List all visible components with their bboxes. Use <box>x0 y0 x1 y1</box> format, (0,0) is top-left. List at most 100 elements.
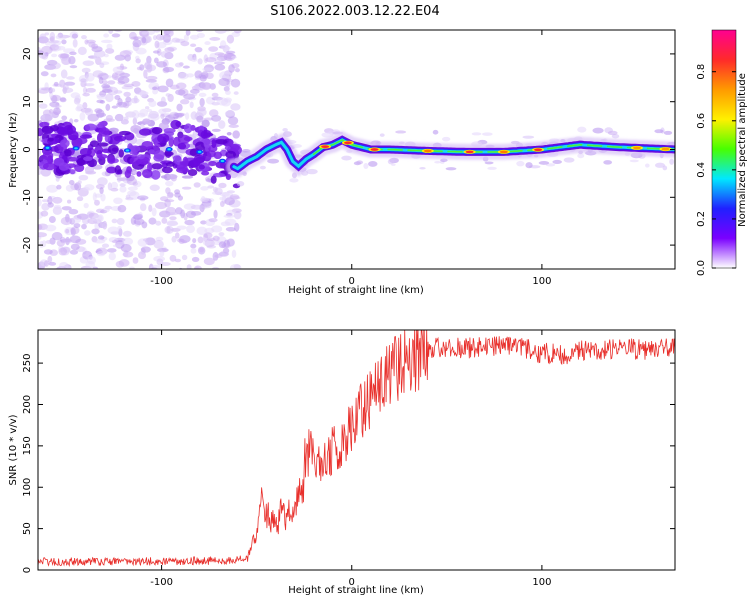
spectrogram-noise-blob <box>52 196 63 204</box>
spectrogram-y-axis-label: Frequency (Hz) <box>8 112 19 188</box>
spectrogram-heatmap <box>38 30 675 277</box>
spectrogram-noise-blob <box>132 117 138 126</box>
spectrogram-dense-blob <box>138 128 152 136</box>
spectrogram-noise-blob <box>85 87 96 93</box>
spectrogram-noise-blob <box>105 48 115 54</box>
spectrogram-noise-blob <box>181 254 188 261</box>
spectrogram-dense-blob <box>203 138 212 149</box>
spectrogram-noise-blob <box>226 34 235 44</box>
spectrogram-dense-blob <box>147 162 153 172</box>
spectrogram-noise-blob <box>175 82 187 90</box>
spectrogram-noise-blob <box>132 257 139 264</box>
spectrogram-noise-blob <box>151 207 157 217</box>
spectrogram-noise-blob <box>82 102 88 110</box>
spectrogram-noise-blob <box>39 33 47 43</box>
spectrogram-noise-blob <box>59 97 67 103</box>
spectrogram-y-tick-label: 0 <box>22 146 33 152</box>
spectrogram-noise-blob <box>101 243 110 248</box>
spectrogram-dense-blob <box>206 150 217 158</box>
spectrogram-x-axis-label: Height of straight line (km) <box>288 285 424 296</box>
spectrogram-noise-blob <box>166 173 178 180</box>
snr-panel: -100 0 100 0 50 100 150 200 250 Height of strai… <box>8 329 676 596</box>
spectrogram-y-tick-label: -10 <box>22 189 33 205</box>
spectrogram-noise-blob <box>125 194 131 200</box>
spectrogram-noise-blob <box>223 214 236 218</box>
spectrogram-faint-blob <box>669 158 675 165</box>
spectrogram-noise-blob <box>151 86 158 91</box>
spectrogram-dense-blob <box>59 139 70 148</box>
spectrogram-noise-blob <box>189 34 200 40</box>
spectrogram-noise-blob <box>84 165 95 174</box>
spectrogram-faint-blob <box>471 132 482 136</box>
spectrogram-noise-blob <box>142 118 151 125</box>
spectrogram-dense-blob <box>213 172 225 178</box>
spectrogram-noise-blob <box>123 91 131 97</box>
spectrogram-noise-blob <box>97 177 108 186</box>
spectrogram-y-tick-label: 10 <box>22 95 33 108</box>
spectrogram-noise-blob <box>44 260 50 267</box>
spectrogram-noise-blob <box>230 78 241 88</box>
spectrogram-noise-blob <box>224 110 236 117</box>
snr-y-tick-label: 150 <box>22 436 33 455</box>
spectrogram-noise-blob <box>205 72 214 80</box>
spectrogram-dense-blob <box>107 144 119 155</box>
colorbar-tick-label: 0.6 <box>696 113 707 129</box>
spectrogram-noise-blob <box>53 268 59 269</box>
spectrogram-noise-blob <box>229 194 240 200</box>
spectrogram-noise-blob <box>200 197 210 203</box>
spectrogram-dense-blob <box>113 135 127 142</box>
spectrogram-noise-blob <box>130 216 137 225</box>
spectrogram-noise-blob <box>61 39 67 45</box>
spectrogram-noise-blob <box>110 181 119 190</box>
spectrogram-noise-blob <box>233 91 239 95</box>
spectrogram-noise-blob <box>81 216 90 225</box>
spectrogram-noise-blob <box>107 80 116 85</box>
spectrogram-noise-blob <box>99 100 105 104</box>
spectrogram-dense-blob <box>229 144 240 152</box>
spectrogram-faint-blob <box>282 127 288 132</box>
colorbar-tick-label: 0.0 <box>696 260 707 276</box>
spectrogram-dense-blob <box>118 149 125 158</box>
spectrogram-left-spot-core <box>45 146 50 150</box>
spectrogram-noise-blob <box>141 31 148 35</box>
spectrogram-noise-blob <box>185 210 196 219</box>
spectrogram-noise-blob <box>160 96 166 105</box>
spectrogram-dense-blob <box>58 162 70 171</box>
spectrogram-noise-blob <box>68 208 79 215</box>
spectrogram-noise-blob <box>199 97 205 107</box>
spectrogram-hot-spot <box>632 146 641 150</box>
spectrogram-noise-blob <box>165 180 174 187</box>
spectrogram-noise-blob <box>174 232 180 239</box>
spectrogram-noise-blob <box>156 248 169 253</box>
spectrogram-faint-blob <box>577 153 585 159</box>
spectrogram-noise-blob <box>46 184 58 193</box>
spectrogram-dense-blob <box>165 161 176 167</box>
spectrogram-noise-blob <box>103 118 115 123</box>
spectrogram-noise-blob <box>197 236 204 244</box>
spectrogram-noise-blob <box>227 270 235 277</box>
spectrogram-noise-blob <box>94 193 103 198</box>
spectrogram-dense-blob <box>157 133 170 144</box>
spectrogram-noise-blob <box>177 238 184 243</box>
spectrogram-noise-blob <box>41 203 50 211</box>
spectrogram-dense-blob <box>83 156 93 162</box>
spectrogram-noise-blob <box>160 113 165 119</box>
spectrogram-noise-blob <box>136 66 142 71</box>
spectrogram-dense-blob <box>84 123 97 131</box>
spectrogram-noise-blob <box>138 91 149 96</box>
spectrogram-noise-blob <box>41 199 49 203</box>
snr-y-axis-label: SNR (10 * v/v) <box>8 414 19 485</box>
spectrogram-noise-blob <box>99 187 104 195</box>
spectrogram-noise-blob <box>69 51 77 56</box>
spectrogram-noise-blob <box>228 124 240 128</box>
spectrogram-noise-blob <box>101 83 111 89</box>
spectrogram-faint-blob <box>516 160 525 167</box>
spectrogram-noise-blob <box>201 119 210 128</box>
spectrogram-noise-blob <box>219 250 229 257</box>
spectrogram-noise-blob <box>58 268 61 269</box>
snr-frame <box>37 329 676 571</box>
spectrogram-noise-blob <box>66 199 72 204</box>
snr-x-tick-label: 0 <box>349 577 355 588</box>
